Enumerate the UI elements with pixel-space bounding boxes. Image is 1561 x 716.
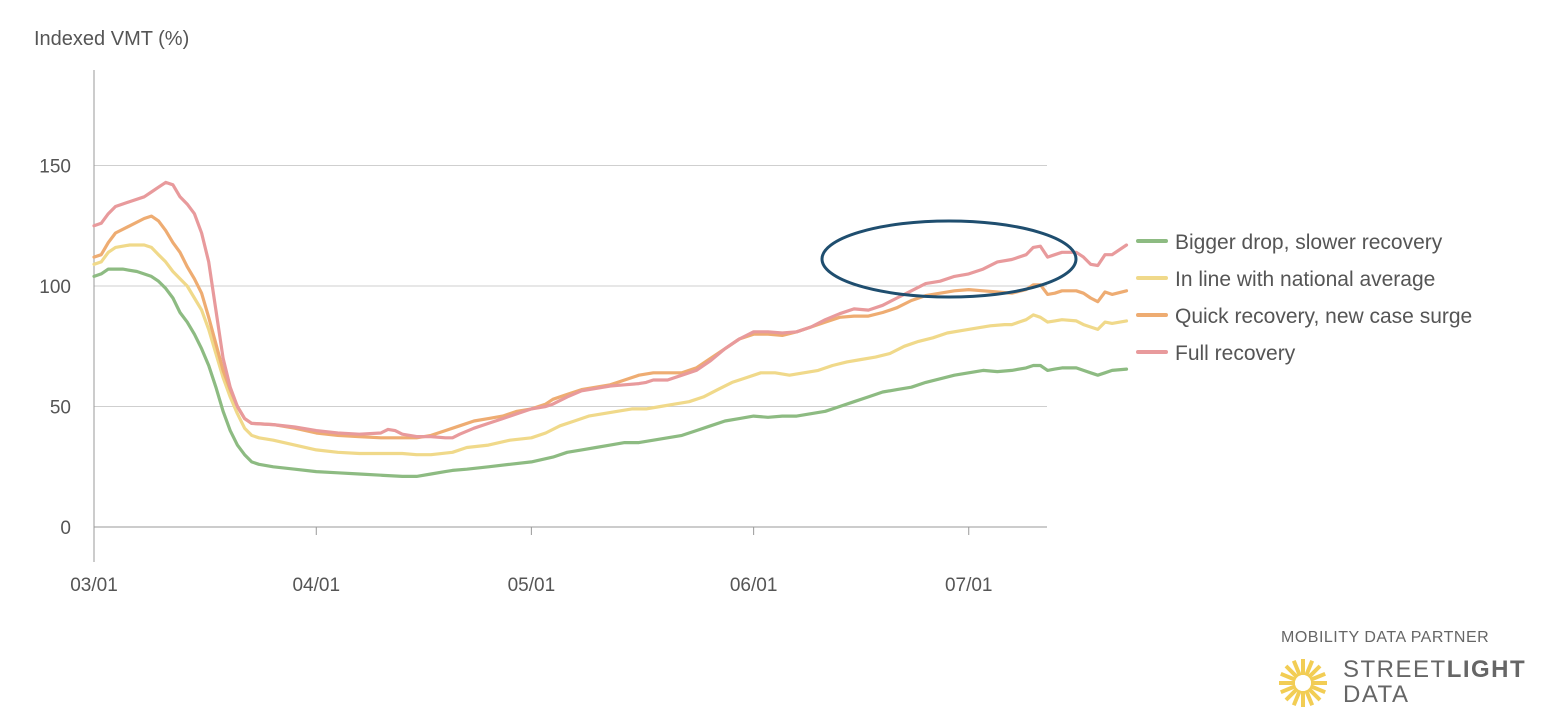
sunburst-logo-icon [1279,659,1327,707]
series-line-1 [92,243,1129,457]
logo-ray-13 [1304,660,1315,677]
legend-label-3: Full recovery [1175,342,1296,365]
y-tick-100: 100 [39,277,71,298]
logo-ray-3 [1304,689,1315,706]
gridlines [94,165,1047,407]
brand-light: LIGHT [1446,656,1527,683]
series-lines [92,180,1129,478]
y-tick-labels: 0 50 100 150 [39,157,71,540]
brand-data: DATA [1343,681,1410,708]
series-line-2 [92,214,1129,440]
logo-ray-11 [1291,660,1302,677]
logo-ray-7 [1280,684,1297,695]
logo-ray-2 [1307,687,1322,702]
logo-ray-1 [1309,684,1326,695]
series-line-0 [92,267,1129,478]
legend: Bigger drop, slower recovery In line with… [1136,231,1472,365]
y-axis-label: Indexed VMT (%) [34,28,189,50]
x-tick-04-01: 04/01 [292,575,340,596]
axes [93,70,1047,562]
x-tick-06-01: 06/01 [730,575,778,596]
y-tick-150: 150 [39,157,71,178]
x-tick-03-01: 03/01 [70,575,118,596]
logo-ray-14 [1307,664,1322,679]
legend-label-2: Quick recovery, new case surge [1175,305,1472,328]
streetlight-brand: STREETLIGHT DATA [1343,657,1526,707]
logo-ray-15 [1309,671,1326,682]
logo-ray-6 [1284,687,1299,702]
logo-ray-5 [1291,689,1302,706]
x-tick-labels: 03/01 04/01 05/01 06/01 07/01 [70,575,992,596]
y-tick-50: 50 [50,398,71,419]
y-tick-0: 0 [60,518,71,539]
x-tick-05-01: 05/01 [508,575,556,596]
partner-label: MOBILITY DATA PARTNER [1281,629,1490,646]
x-tick-07-01: 07/01 [945,575,993,596]
legend-label-1: In line with national average [1175,268,1435,291]
logo-ray-10 [1284,664,1299,679]
brand-street: STREET [1343,656,1447,683]
legend-label-0: Bigger drop, slower recovery [1175,231,1443,254]
series-line-3 [92,180,1129,440]
logo-ray-9 [1280,671,1297,682]
highlight-ellipse-annotation [820,219,1078,299]
